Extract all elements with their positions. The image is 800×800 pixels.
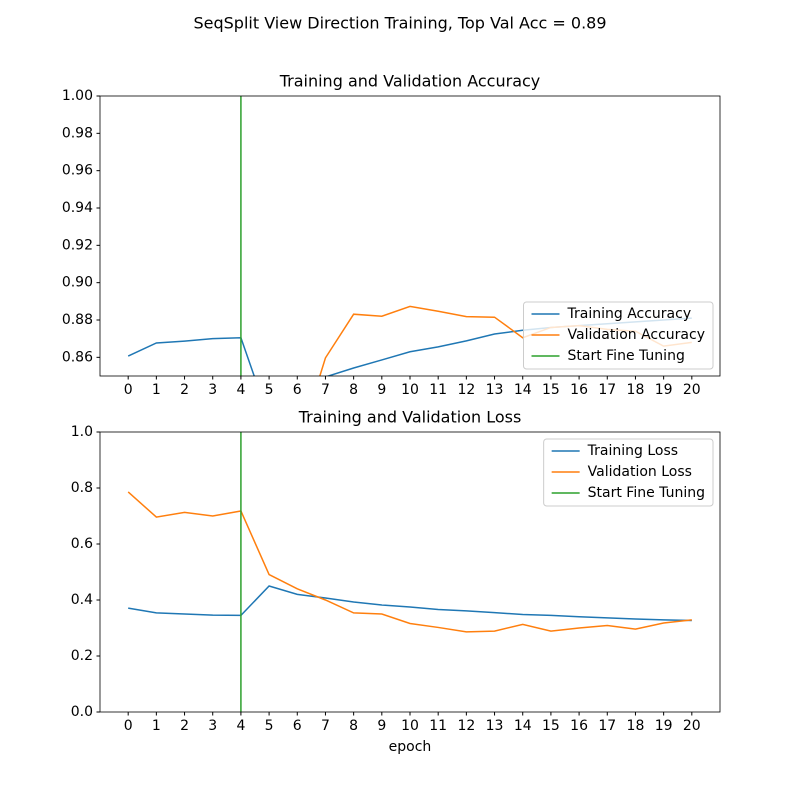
x-tick-label: 17 — [598, 718, 616, 734]
x-tick-label: 1 — [152, 718, 161, 734]
x-tick-label: 18 — [627, 382, 645, 398]
x-axis-label: epoch — [389, 739, 432, 755]
y-tick-label: 1.00 — [62, 88, 93, 104]
x-tick-label: 8 — [349, 718, 358, 734]
x-tick-label: 0 — [124, 718, 133, 734]
x-tick-label: 0 — [124, 382, 133, 398]
x-tick-label: 1 — [152, 382, 161, 398]
axes-frame — [99, 95, 721, 377]
x-tick-label: 7 — [321, 382, 330, 398]
legend-box — [543, 438, 714, 507]
x-tick-label: 6 — [293, 718, 302, 734]
y-tick-label: 0.8 — [71, 480, 93, 496]
x-tick-label: 11 — [429, 718, 447, 734]
x-tick-label: 15 — [542, 718, 560, 734]
y-tick-label: 0.92 — [62, 237, 93, 253]
x-tick-label: 2 — [180, 382, 189, 398]
y-tick-label: 0.0 — [71, 704, 93, 720]
x-tick-label: 16 — [570, 718, 588, 734]
x-tick-label: 5 — [265, 718, 274, 734]
x-tick-label: 19 — [655, 718, 673, 734]
x-tick-label: 20 — [683, 382, 701, 398]
series-line — [127, 491, 692, 633]
x-tick-label: 4 — [236, 718, 245, 734]
y-tick-label: 0.96 — [62, 163, 93, 179]
legend-label: Training Loss — [587, 443, 678, 459]
x-tick-label: 18 — [627, 718, 645, 734]
x-tick-label: 3 — [208, 718, 217, 734]
subplot-title: Training and Validation Loss — [298, 408, 522, 427]
y-tick-label: 0.88 — [62, 312, 93, 328]
legend-label: Start Fine Tuning — [568, 348, 685, 364]
legend-box — [523, 301, 714, 370]
x-tick-label: 6 — [293, 382, 302, 398]
legend-label: Start Fine Tuning — [588, 485, 705, 501]
legend-label: Validation Accuracy — [568, 327, 706, 343]
y-tick-label: 0.98 — [62, 125, 93, 141]
x-tick-label: 7 — [321, 718, 330, 734]
x-tick-label: 12 — [457, 718, 475, 734]
axes-frame — [99, 431, 721, 713]
x-tick-label: 15 — [542, 382, 560, 398]
x-tick-label: 4 — [236, 382, 245, 398]
x-tick-label: 17 — [598, 382, 616, 398]
legend-label: Validation Loss — [588, 464, 692, 480]
x-tick-label: 14 — [514, 382, 532, 398]
x-tick-label: 14 — [514, 718, 532, 734]
y-tick-label: 0.90 — [62, 275, 93, 291]
series-line — [128, 585, 692, 622]
x-tick-label: 11 — [429, 382, 447, 398]
y-tick-label: 1.0 — [71, 424, 93, 440]
x-tick-label: 16 — [570, 382, 588, 398]
x-tick-label: 20 — [683, 718, 701, 734]
x-tick-label: 12 — [457, 382, 475, 398]
x-tick-label: 9 — [377, 382, 386, 398]
x-tick-label: 13 — [486, 718, 504, 734]
x-tick-label: 2 — [180, 718, 189, 734]
x-tick-label: 13 — [486, 382, 504, 398]
x-tick-label: 8 — [349, 382, 358, 398]
x-tick-label: 10 — [401, 382, 419, 398]
y-tick-label: 0.6 — [71, 536, 93, 552]
figure-title: SeqSplit View Direction Training, Top Va… — [193, 14, 606, 33]
x-tick-label: 9 — [377, 718, 386, 734]
x-tick-label: 10 — [401, 718, 419, 734]
x-tick-label: 19 — [655, 382, 673, 398]
subplot-title: Training and Validation Accuracy — [279, 72, 541, 91]
x-tick-label: 5 — [265, 382, 274, 398]
y-tick-label: 0.94 — [62, 200, 93, 216]
y-tick-label: 0.2 — [71, 648, 93, 664]
legend: Training Loss Validation Loss Start Fine T… — [543, 438, 714, 507]
y-tick-label: 0.4 — [71, 592, 93, 608]
legend-label: Training Accuracy — [567, 306, 692, 322]
y-tick-label: 0.86 — [62, 349, 93, 365]
x-tick-label: 3 — [208, 382, 217, 398]
legend: Training Accuracy Validation Accuracy Star… — [523, 301, 714, 370]
